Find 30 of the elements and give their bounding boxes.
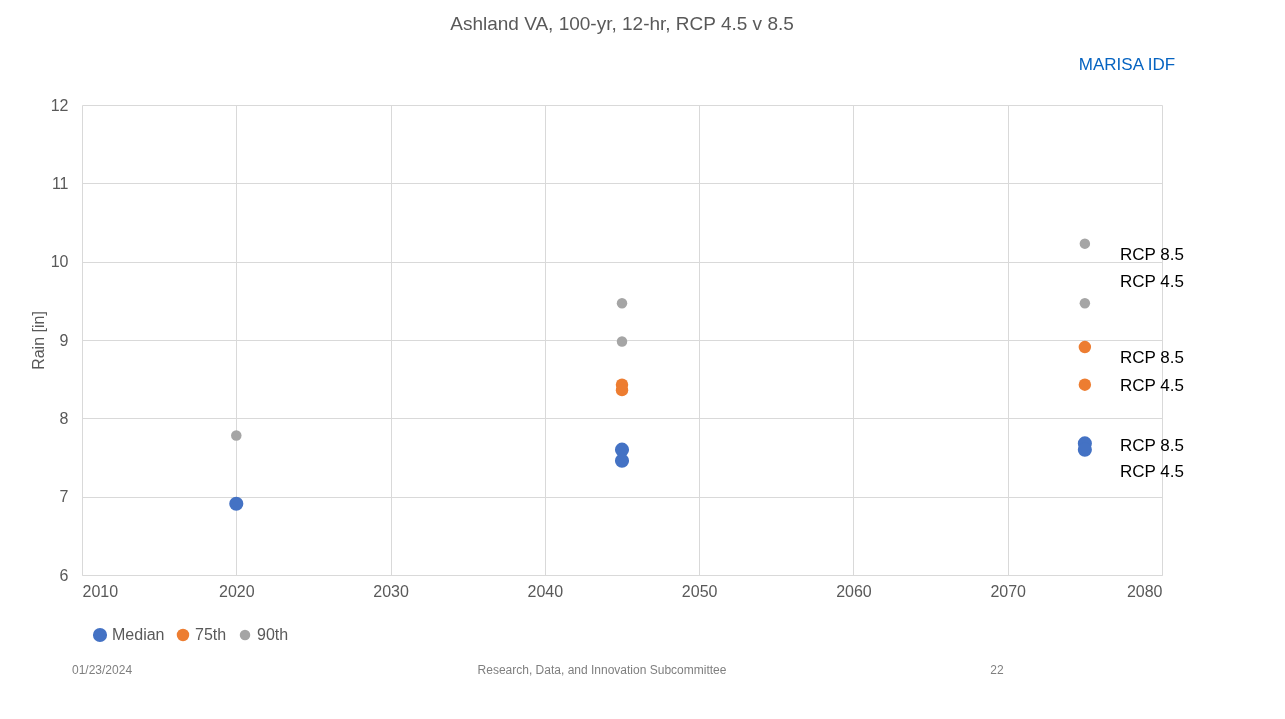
- chart-title: Ashland VA, 100-yr, 12-hr, RCP 4.5 v 8.5: [450, 13, 794, 34]
- y-tick-label: 9: [59, 331, 69, 349]
- y-axis-title: Rain [in]: [29, 311, 47, 370]
- x-tick-label: 2010: [82, 582, 119, 600]
- x-tick-label: 2070: [990, 582, 1027, 600]
- x-tick-label: 2030: [373, 582, 409, 600]
- legend-label: 90th: [257, 626, 289, 643]
- text: MARISA IDF: [1078, 55, 1176, 74]
- annotation: RCP 4.5: [1120, 272, 1184, 292]
- x-tick-label: 2050: [681, 582, 718, 600]
- legend-label: Median: [112, 626, 165, 643]
- y-tick-label: 11: [51, 174, 69, 192]
- x-tick-label: 2040: [527, 582, 564, 600]
- x-tick-label: 2080: [1126, 582, 1163, 600]
- y-tick-label: 6: [59, 566, 69, 584]
- annotation: RCP 8.5: [1120, 245, 1184, 265]
- y-tick-label: 10: [50, 253, 69, 271]
- y-tick-label: 12: [50, 96, 69, 114]
- annotation: RCP 8.5: [1120, 435, 1184, 455]
- y-tick-label: 7: [59, 488, 69, 506]
- legend-label: 75th: [195, 626, 227, 643]
- annotation: RCP 4.5: [1120, 461, 1184, 481]
- text: 01/23/2024: [72, 663, 133, 677]
- annotation: RCP 4.5: [1120, 375, 1184, 395]
- annotation: RCP 8.5: [1120, 348, 1184, 368]
- x-tick-label: 2020: [218, 582, 255, 600]
- text: 22: [990, 663, 1004, 677]
- text: Research, Data, and Innovation Subcommittee: [477, 663, 727, 677]
- x-tick-label: 2060: [836, 582, 872, 600]
- y-tick-label: 8: [59, 409, 69, 427]
